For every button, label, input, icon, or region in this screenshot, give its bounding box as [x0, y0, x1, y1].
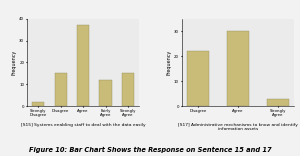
X-axis label: [S17] Administrative mechanisms to know and identify information assets: [S17] Administrative mechanisms to know … [178, 123, 298, 131]
X-axis label: [S15] Systems enabling staff to deal with the data easily: [S15] Systems enabling staff to deal wit… [21, 123, 146, 127]
Y-axis label: Frequency: Frequency [166, 50, 171, 75]
Bar [122, 73, 134, 106]
Bar [99, 80, 112, 106]
Bar [55, 73, 67, 106]
Y-axis label: Frequency: Frequency [11, 50, 16, 75]
Bar [77, 25, 89, 106]
Text: Figure 10: Bar Chart Shows the Response on Sentence 15 and 17: Figure 10: Bar Chart Shows the Response … [29, 147, 271, 153]
Bar [32, 102, 44, 106]
Bar [267, 99, 289, 106]
Bar [187, 51, 209, 106]
Bar [227, 31, 249, 106]
